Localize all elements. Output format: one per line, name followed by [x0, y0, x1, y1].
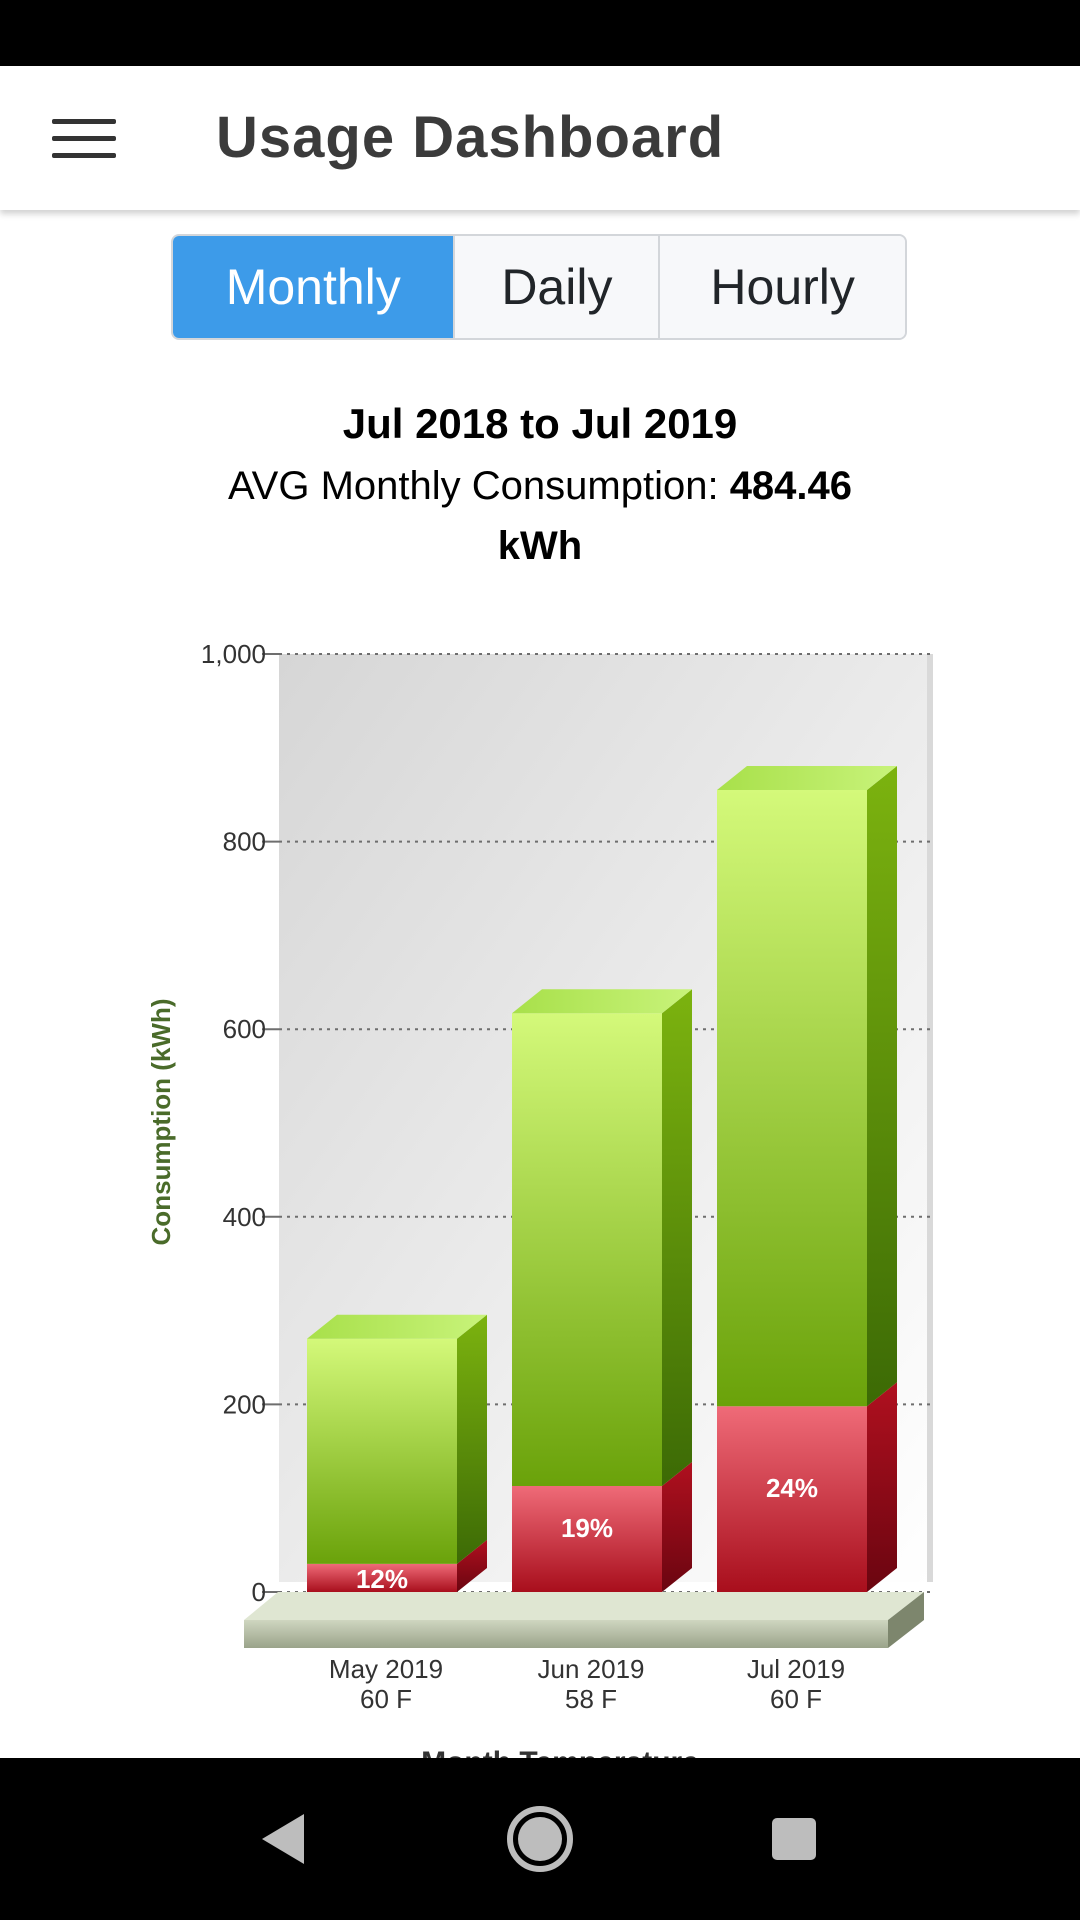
hamburger-menu-icon[interactable]	[36, 96, 132, 180]
consumption-chart: 0 200 400 600 800 1,000 Consumption (kWh) 12%…	[146, 639, 933, 1758]
y-tick-label: 600	[223, 1014, 266, 1044]
floor-top	[244, 1592, 924, 1620]
tab-hourly[interactable]: Hourly	[660, 236, 905, 338]
x-category-label: Jul 2019	[747, 1654, 845, 1684]
x-category-label: May 2019	[329, 1654, 443, 1684]
app-bar: Usage Dashboard	[0, 66, 1080, 210]
y-tick-label: 200	[223, 1389, 266, 1419]
bar-segment-green	[512, 1013, 662, 1487]
back-triangle-icon[interactable]	[232, 1794, 332, 1884]
x-temperature-label: 60 F	[770, 1684, 822, 1714]
y-axis: 0 200 400 600 800 1,000	[201, 639, 266, 1607]
menu-bar-line	[52, 135, 116, 141]
summary-average: AVG Monthly Consumption: 484.46	[0, 456, 1080, 516]
system-navigation-bar	[0, 1758, 1080, 1920]
usage-summary: Jul 2018 to Jul 2019 AVG Monthly Consump…	[0, 394, 1080, 576]
summary-average-value: 484.46	[729, 464, 853, 508]
dashboard-content: Monthly Daily Hourly Jul 2018 to Jul 201…	[0, 210, 1080, 1758]
bar-top	[512, 989, 692, 1014]
chart-footer-label: Month Temperature	[421, 1746, 699, 1758]
y-tick-label: 0	[252, 1577, 266, 1607]
y-tick-label: 800	[223, 827, 266, 857]
tab-monthly[interactable]: Monthly	[173, 236, 456, 338]
x-category-label: Jun 2019	[538, 1654, 645, 1684]
bar-segment-red	[717, 1406, 867, 1592]
bar-side-green	[457, 1314, 487, 1564]
y-tick-label: 400	[223, 1202, 266, 1232]
x-temperature-label: 60 F	[360, 1684, 412, 1714]
bar-series: 12% 19% 24%	[307, 766, 897, 1594]
bar-top	[307, 1314, 487, 1339]
home-circle-icon[interactable]	[490, 1794, 590, 1884]
bar-data-label: 12%	[356, 1564, 408, 1594]
x-temperature-label: 58 F	[565, 1684, 617, 1714]
bar-side-red	[662, 1462, 692, 1592]
bar-segment-green	[717, 790, 867, 1407]
floor-front	[244, 1620, 888, 1648]
y-tick-label: 1,000	[201, 639, 266, 669]
chart-floor	[244, 1592, 924, 1648]
floor-side	[888, 1592, 924, 1648]
menu-bar-line	[52, 118, 116, 124]
bar-segment-red	[307, 1563, 457, 1592]
bar-group: 12%	[307, 1314, 487, 1594]
bar-data-label: 24%	[766, 1473, 818, 1503]
menu-bar-line	[52, 152, 116, 158]
recents-square-icon[interactable]	[744, 1794, 844, 1884]
bar-group: 24%	[717, 766, 897, 1592]
tab-daily[interactable]: Daily	[455, 236, 661, 338]
page-title: Usage Dashboard	[216, 105, 725, 170]
y-axis-label: Consumption (kWh)	[146, 999, 176, 1246]
bar-side-green	[662, 989, 692, 1487]
summary-date-range: Jul 2018 to Jul 2019	[342, 400, 738, 447]
summary-average-unit: kWh	[497, 524, 583, 568]
bar-top	[717, 766, 897, 791]
bar-data-label: 19%	[561, 1513, 613, 1543]
bar-segment-green	[307, 1338, 457, 1564]
status-bar	[0, 0, 1080, 66]
bar-side-green	[867, 766, 897, 1407]
summary-average-label: AVG Monthly Consumption:	[227, 464, 719, 508]
plot-side-wall	[927, 654, 933, 1582]
bar-side-red	[457, 1539, 487, 1592]
bar-segment-red	[512, 1486, 662, 1592]
bar-group: 19%	[512, 989, 692, 1592]
period-tab-group: Monthly Daily Hourly	[171, 234, 907, 340]
bar-side-red	[867, 1382, 897, 1592]
